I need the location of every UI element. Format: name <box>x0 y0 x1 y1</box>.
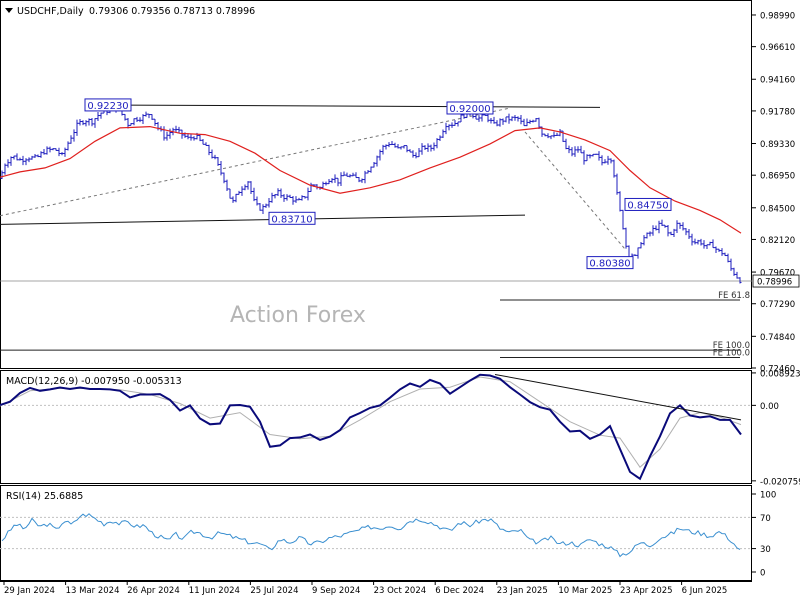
price-y-tick-label: 0.84500 <box>760 204 795 214</box>
rsi-panel-frame <box>0 485 752 581</box>
x-tick-label: 10 Mar 2025 <box>558 586 612 596</box>
price-y-tick-label: 0.94160 <box>760 76 795 86</box>
x-tick-label: 26 Apr 2024 <box>127 586 180 596</box>
price-annotation-label: 0.80380 <box>589 259 630 270</box>
x-tick-label: 6 Dec 2024 <box>435 586 484 596</box>
price-trendline <box>0 214 526 225</box>
rsi-y-tick-label: 70 <box>760 514 771 524</box>
macd-line <box>0 373 742 481</box>
ohlc-values: 0.79306 0.79356 0.78713 0.78996 <box>89 6 255 17</box>
price-annotation-box <box>446 101 494 115</box>
fe-level-label: FE 61.8 <box>718 291 750 301</box>
x-tick-label: 9 Sep 2024 <box>312 586 360 596</box>
watermark: Action Forex <box>230 303 366 328</box>
rsi-title: RSI(14) 25.6885 <box>6 491 83 502</box>
current-price-label: 0.78996 <box>757 278 792 288</box>
rsi-y-tick-label: 30 <box>760 545 771 555</box>
price-annotation-label: 0.92230 <box>87 101 128 112</box>
rsi-layer <box>0 513 752 558</box>
x-tick-label: 23 Oct 2024 <box>374 586 427 596</box>
price-y-tick-label: 0.98990 <box>760 11 795 21</box>
price-y-tick-label: 0.89330 <box>760 140 795 150</box>
price-y-tick-label: 0.77290 <box>760 300 795 310</box>
macd-y-tick-label: 0.008923 <box>760 369 800 379</box>
axis-layer: 0.98990 0.96610 0.94160 0.91780 0.89330 0.869… <box>3 11 800 596</box>
macd-layer <box>0 373 752 481</box>
price-trendline <box>0 107 511 217</box>
rsi-line <box>1 513 741 558</box>
moving-average-line <box>0 125 742 234</box>
price-annotation-label: 0.84750 <box>627 200 668 211</box>
price-annotation-label: 0.92000 <box>449 104 490 115</box>
macd-y-tick-label: 0.00 <box>760 402 779 412</box>
fe-level-label: FE 100.0 <box>713 341 750 351</box>
current-price-badge <box>752 274 800 288</box>
price-y-tick-label: 0.91780 <box>760 107 795 117</box>
x-tick-label: 23 Apr 2025 <box>620 586 673 596</box>
x-tick-label: 25 Jul 2024 <box>250 586 298 596</box>
macd-y-tick-label: -0.020759 <box>760 477 800 487</box>
macd-trendline <box>494 373 742 421</box>
price-panel-frame <box>0 0 752 369</box>
price-y-tick-label: 0.74840 <box>760 333 795 343</box>
fe-level-label: FE 100.0 <box>713 348 750 358</box>
rsi-y-tick-label: 100 <box>760 491 776 501</box>
x-tick-label: 6 Jun 2025 <box>682 586 728 596</box>
price-y-tick-label: 0.96610 <box>760 43 795 53</box>
x-tick-label: 23 Jan 2025 <box>497 586 548 596</box>
price-y-tick-label: 0.72460 <box>760 365 795 375</box>
price-layer: FE 61.8 FE 100.0FE 100.0 0.92230 0.92000 0.8… <box>0 98 752 358</box>
x-tick-label: 11 Jun 2024 <box>189 586 240 596</box>
price-trendline <box>97 104 601 108</box>
dropdown-triangle-icon[interactable] <box>5 8 13 13</box>
x-tick-label: 13 Mar 2024 <box>66 586 120 596</box>
price-annotation-box <box>84 98 132 112</box>
x-tick-label: 29 Jan 2024 <box>4 586 55 596</box>
rsi-y-tick-label: 0 <box>760 569 765 579</box>
price-y-tick-label: 0.79670 <box>760 269 795 279</box>
macd-panel-frame <box>0 370 752 484</box>
price-y-tick-label: 0.82120 <box>760 236 795 246</box>
price-trendline <box>524 131 626 250</box>
price-y-tick-label: 0.86950 <box>760 172 795 182</box>
price-annotation-box <box>586 256 634 270</box>
macd-title: MACD(12,26,9) -0.007950 -0.005313 <box>6 376 182 387</box>
symbol-label: USDCHF,Daily <box>17 6 84 17</box>
price-annotation-box <box>624 197 672 211</box>
price-annotation-label: 0.83710 <box>271 214 312 225</box>
price-annotation-box <box>268 211 316 225</box>
